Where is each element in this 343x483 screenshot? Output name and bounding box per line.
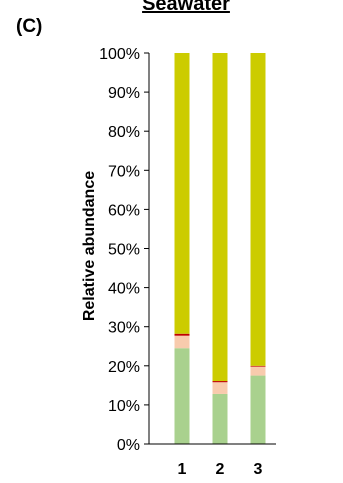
panel-label: (C) bbox=[16, 16, 42, 37]
bar-segment-1-1 bbox=[174, 335, 190, 349]
x-tick-label: 3 bbox=[254, 461, 263, 478]
bar-segment-3-0 bbox=[250, 375, 266, 444]
y-tick-label: 70% bbox=[108, 163, 140, 180]
bar-segment-2-1 bbox=[212, 382, 228, 394]
y-tick-label: 10% bbox=[108, 398, 140, 415]
y-tick-label: 60% bbox=[108, 202, 140, 219]
bar-segment-3-2 bbox=[250, 365, 266, 367]
y-tick-label: 100% bbox=[99, 46, 140, 63]
bar-segment-2-0 bbox=[212, 393, 228, 444]
chart-title: Seawater bbox=[142, 0, 230, 15]
bar-segment-1-2 bbox=[174, 333, 190, 336]
x-tick-labels: 1 2 3 bbox=[178, 461, 263, 478]
y-tick-label: 0% bbox=[117, 437, 140, 454]
y-tick-label: 50% bbox=[108, 242, 140, 259]
y-tick-label: 20% bbox=[108, 359, 140, 376]
axes bbox=[144, 52, 276, 445]
y-tick-label: 90% bbox=[108, 85, 140, 102]
bars bbox=[174, 53, 266, 444]
bar-segment-1-3 bbox=[174, 53, 190, 334]
y-axis-label: Relative abundance bbox=[81, 171, 98, 321]
bar-segment-3-3 bbox=[250, 53, 266, 366]
y-tick-label: 80% bbox=[108, 124, 140, 141]
y-tick-labels: 0% 10% 20% 30% 40% 50% 60% 70% 80% 90% 100% bbox=[99, 46, 140, 454]
bar-segment-2-3 bbox=[212, 53, 228, 382]
bar-segment-2-2 bbox=[212, 381, 228, 383]
y-tick-label: 30% bbox=[108, 320, 140, 337]
bar-segment-3-1 bbox=[250, 366, 266, 376]
x-tick-label: 1 bbox=[178, 461, 187, 478]
y-tick-label: 40% bbox=[108, 281, 140, 298]
x-tick-label: 2 bbox=[216, 461, 225, 478]
bar-segment-1-0 bbox=[174, 348, 190, 444]
